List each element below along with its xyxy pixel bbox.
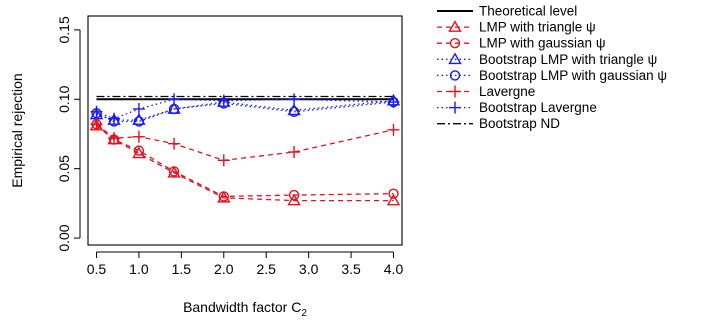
x-tick-label: 4.0 xyxy=(384,261,404,277)
y-tick-label: 0.05 xyxy=(56,155,72,182)
series-5 xyxy=(90,93,400,125)
series-line xyxy=(96,123,394,198)
x-tick-label: 3.5 xyxy=(341,261,361,277)
series-point xyxy=(108,112,121,125)
x-tick-label: 1.5 xyxy=(172,261,192,277)
legend-label: LMP with gaussian ψ xyxy=(479,36,605,51)
series-point xyxy=(288,93,301,106)
x-tick-label: 2.0 xyxy=(214,261,234,277)
series-point xyxy=(132,113,146,125)
legend-item: Theoretical level xyxy=(437,4,577,19)
legend-item: Bootstrap Lavergne xyxy=(437,100,597,115)
series-point xyxy=(386,193,401,206)
x-axis-title: Bandwidth factor C2 xyxy=(183,299,307,319)
series-point xyxy=(132,146,146,159)
series-point xyxy=(168,93,181,106)
series-point xyxy=(217,190,231,203)
legend-label: Bootstrap ND xyxy=(479,116,560,131)
series-point xyxy=(287,193,301,206)
legend-item: Bootstrap LMP with gaussian ψ xyxy=(437,68,667,83)
legend-swatch-marker xyxy=(448,20,462,32)
series-point xyxy=(168,166,180,177)
series-point xyxy=(108,132,121,145)
series-point xyxy=(288,189,300,201)
series-point xyxy=(288,106,300,117)
x-axis-title-subscript: 2 xyxy=(301,308,307,319)
legend-item: Bootstrap ND xyxy=(437,116,560,131)
x-tick-label: 3.0 xyxy=(299,261,319,277)
legend-item: LMP with triangle ψ xyxy=(437,20,596,35)
series-point xyxy=(387,96,400,109)
legend-label: LMP with triangle ψ xyxy=(479,20,596,35)
series-point xyxy=(217,154,230,167)
series-point xyxy=(90,118,103,131)
legend-swatch-marker xyxy=(449,85,461,98)
x-tick-label: 0.5 xyxy=(87,261,107,277)
series-4 xyxy=(90,118,400,167)
series-point xyxy=(133,116,145,127)
series-point xyxy=(218,191,229,202)
y-tick-label: 0.15 xyxy=(56,16,72,43)
x-tick-label: 2.5 xyxy=(256,261,276,277)
legend-swatch-marker xyxy=(449,70,461,81)
series-point xyxy=(287,103,301,116)
series-point xyxy=(132,130,145,143)
y-tick-label: 0.10 xyxy=(56,85,72,112)
y-axis-title: Empirical rejection xyxy=(9,73,25,187)
series-point xyxy=(90,105,103,118)
legend-swatch-marker xyxy=(449,38,461,49)
legend-item: Lavergne xyxy=(437,84,535,99)
series-point xyxy=(387,123,400,136)
legend-swatch-marker xyxy=(449,101,461,114)
series-0 xyxy=(89,118,401,206)
legend-swatch-marker xyxy=(448,52,462,65)
series-point xyxy=(133,145,145,156)
series-point xyxy=(288,146,301,159)
legend-label: Theoretical level xyxy=(479,4,577,19)
legend-label: Lavergne xyxy=(479,84,535,99)
x-tick-label: 1.0 xyxy=(129,261,149,277)
legend-label: Bootstrap LMP with gaussian ψ xyxy=(479,68,667,83)
plot-frame xyxy=(87,15,403,246)
y-tick-label: 0.00 xyxy=(56,224,72,251)
series-3 xyxy=(91,96,399,127)
series-1 xyxy=(91,119,399,202)
series-point xyxy=(388,188,399,199)
legend-label: Bootstrap LMP with triangle ψ xyxy=(479,52,657,67)
series-point xyxy=(168,137,181,150)
legend-item: LMP with gaussian ψ xyxy=(437,36,605,51)
legend-item: Bootstrap LMP with triangle ψ xyxy=(437,52,657,67)
series-point xyxy=(217,94,230,107)
legend-label: Bootstrap Lavergne xyxy=(479,100,597,115)
series-point xyxy=(132,102,145,115)
